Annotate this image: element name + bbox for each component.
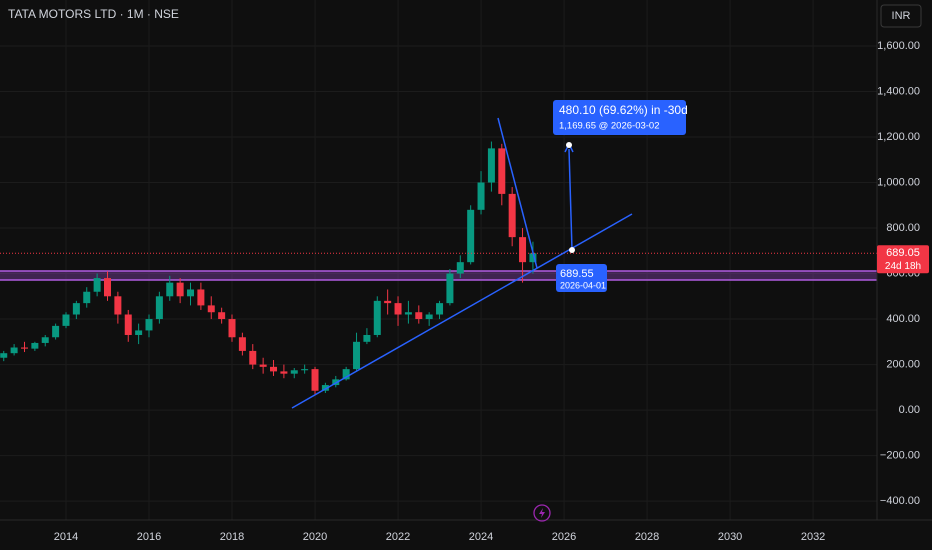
y-tick-label: 1,600.00	[877, 40, 920, 52]
projection-box	[553, 100, 686, 135]
anchor-date: 2026-04-01	[560, 280, 606, 290]
anchor-box	[556, 264, 607, 292]
candle-body	[508, 193, 516, 238]
candle-body	[218, 312, 226, 320]
candle-body	[404, 312, 412, 315]
candle-body	[425, 314, 433, 320]
candle-body	[321, 385, 329, 391]
candle-body	[498, 148, 506, 194]
candle-body	[446, 273, 454, 304]
candle-body	[52, 325, 60, 338]
candle-body	[166, 282, 174, 297]
anchor-price: 689.55	[560, 268, 594, 280]
candle-body	[176, 282, 184, 297]
candles	[0, 141, 537, 396]
support-zone	[0, 271, 877, 280]
candle-body	[519, 237, 527, 263]
candle-body	[103, 278, 111, 297]
candle-body	[456, 262, 464, 274]
projection-arrow	[568, 148, 573, 251]
y-tick-label: 0.00	[899, 404, 920, 416]
grid	[0, 0, 877, 520]
candle-body	[487, 148, 495, 183]
candle-body	[280, 371, 288, 374]
x-tick-label: 2014	[54, 531, 78, 543]
x-tick-label: 2022	[386, 531, 410, 543]
candle-body	[41, 337, 49, 343]
x-tick-label: 2026	[552, 531, 576, 543]
candle-body	[342, 369, 350, 380]
candle-body	[93, 278, 101, 292]
projection-change: 480.10 (69.62%) in -30d	[559, 103, 688, 117]
currency-button[interactable]	[880, 4, 922, 28]
alert-icon-bolt	[539, 508, 545, 518]
candle-body	[238, 337, 246, 351]
candle-body	[187, 289, 195, 297]
candle-body	[124, 314, 132, 335]
candle-body	[270, 366, 278, 372]
x-tick-label: 2024	[469, 531, 493, 543]
candle-body	[436, 303, 444, 315]
price-tag: 689.05 24d 18h	[877, 245, 929, 274]
candle-body	[72, 303, 80, 315]
candle-body	[394, 303, 402, 315]
candle-body	[62, 314, 70, 326]
candle-body	[529, 253, 537, 263]
trend-line	[291, 213, 633, 409]
axes: −400.00−200.000.00200.00400.00600.00800.…	[54, 40, 920, 543]
currency-label[interactable]: INR	[892, 10, 911, 22]
candle-body	[228, 319, 236, 338]
candle-body	[415, 312, 423, 320]
candle-body	[114, 296, 122, 315]
candle-body	[353, 341, 361, 370]
x-tick-label: 2030	[718, 531, 742, 543]
candle-body	[145, 319, 153, 331]
candle-body	[467, 209, 475, 263]
candle-body	[311, 369, 319, 391]
anchor-point[interactable]	[569, 247, 575, 253]
y-tick-label: 1,200.00	[877, 131, 920, 143]
candle-body	[10, 347, 18, 354]
candle-body	[249, 350, 257, 365]
y-tick-label: 200.00	[886, 358, 920, 370]
candle-body	[301, 369, 309, 371]
x-tick-label: 2028	[635, 531, 659, 543]
x-tick-label: 2018	[220, 531, 244, 543]
candle-body	[477, 182, 485, 210]
y-tick-label: 400.00	[886, 313, 920, 325]
candle-body	[83, 291, 91, 304]
candle-body	[259, 364, 267, 367]
y-tick-label: 800.00	[886, 222, 920, 234]
price-tag-value: 689.05	[886, 247, 920, 259]
candle-body	[155, 296, 163, 320]
chart-title: TATA MOTORS LTD · 1M · NSE	[8, 7, 179, 21]
x-tick-label: 2032	[801, 531, 825, 543]
candle-body	[207, 305, 215, 313]
y-tick-label: −400.00	[880, 495, 920, 507]
y-tick-label: 1,400.00	[877, 85, 920, 97]
candle-body	[290, 370, 298, 374]
candle-body	[363, 334, 371, 342]
alert-icon[interactable]	[533, 504, 551, 522]
y-tick-label: −200.00	[880, 450, 920, 462]
candle-body	[373, 300, 381, 335]
y-tick-label: 1,000.00	[877, 176, 920, 188]
anchor-point[interactable]	[566, 142, 572, 148]
candle-body	[0, 353, 8, 358]
candle-body	[384, 300, 392, 304]
trend-line	[497, 117, 538, 269]
candle-body	[31, 342, 39, 349]
candle-body	[135, 330, 143, 335]
price-tag-box	[877, 245, 929, 274]
projection-target: 1,169.65 @ 2026-03-02	[559, 121, 660, 132]
x-tick-label: 2016	[137, 531, 161, 543]
candle-body	[20, 347, 28, 349]
candle-body	[197, 289, 205, 306]
x-tick-label: 2020	[303, 531, 327, 543]
price-tag-countdown: 24d 18h	[885, 261, 921, 272]
